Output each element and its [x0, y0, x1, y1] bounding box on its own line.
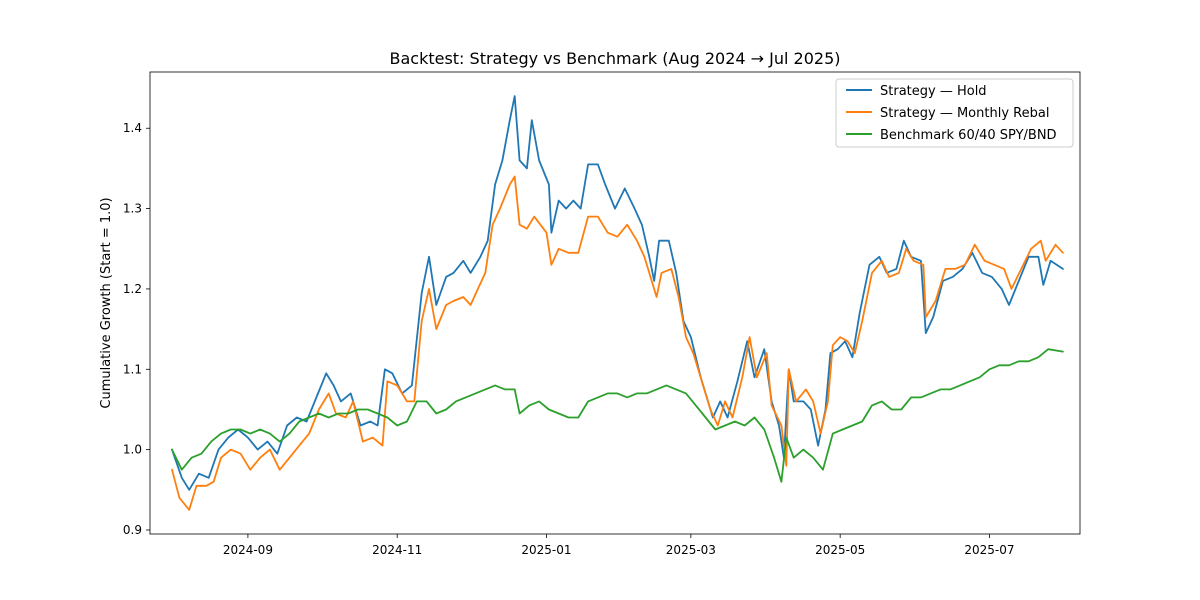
chart-title: Backtest: Strategy vs Benchmark (Aug 202… [389, 49, 840, 68]
legend: Strategy — Hold Strategy — Monthly Rebal… [835, 78, 1074, 148]
x-tick-label-0: 2024-09 [223, 543, 273, 557]
series-line-1 [171, 175, 1064, 511]
series-line-2 [171, 348, 1064, 483]
y-tick-label-2: 1.1 [123, 362, 142, 376]
y-axis: 0.9 1.0 1.1 1.2 1.3 1.4 [123, 121, 150, 537]
plot-frame [149, 71, 1081, 535]
y-tick-label-4: 1.3 [123, 202, 142, 216]
legend-label-rebal: Strategy — Monthly Rebal [880, 106, 1049, 121]
legend-label-benchmark: Benchmark 60/40 SPY/BND [880, 128, 1057, 143]
y-tick-label-5: 1.4 [123, 121, 142, 135]
y-tick-label-3: 1.2 [123, 282, 142, 296]
x-tick-label-5: 2025-07 [964, 543, 1014, 557]
x-tick-label-4: 2025-05 [815, 543, 865, 557]
x-tick-label-1: 2024-11 [372, 543, 422, 557]
series-layer [171, 95, 1064, 511]
y-tick-label-1: 1.0 [123, 443, 142, 457]
legend-label-hold: Strategy — Hold [880, 84, 987, 99]
legend-frame [835, 78, 1074, 148]
x-tick-label-3: 2025-03 [666, 543, 716, 557]
x-tick-label-2: 2025-01 [521, 543, 571, 557]
y-axis-label: Cumulative Growth (Start = 1.0) [99, 197, 114, 408]
x-axis: 2024-09 2024-11 2025-01 2025-03 2025-05 2025-… [223, 534, 1015, 557]
y-tick-label-0: 0.9 [123, 523, 142, 537]
series-line-0 [171, 95, 1064, 491]
